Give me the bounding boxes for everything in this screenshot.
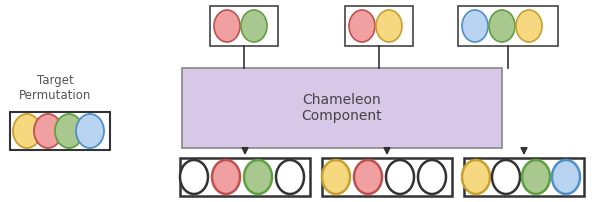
- Bar: [458, 6, 558, 46]
- Bar: [10, 112, 110, 150]
- Ellipse shape: [34, 114, 62, 148]
- Ellipse shape: [322, 160, 350, 194]
- Bar: [182, 68, 502, 148]
- Ellipse shape: [516, 10, 542, 42]
- Ellipse shape: [376, 10, 402, 42]
- Ellipse shape: [552, 160, 580, 194]
- Ellipse shape: [13, 114, 41, 148]
- Ellipse shape: [386, 160, 414, 194]
- Ellipse shape: [76, 114, 104, 148]
- Ellipse shape: [349, 10, 375, 42]
- Text: Target
Permutation: Target Permutation: [19, 74, 91, 102]
- Ellipse shape: [241, 10, 267, 42]
- Bar: [210, 6, 278, 46]
- Ellipse shape: [418, 160, 446, 194]
- Ellipse shape: [522, 160, 550, 194]
- Bar: [322, 158, 452, 196]
- Ellipse shape: [55, 114, 83, 148]
- Ellipse shape: [492, 160, 520, 194]
- Ellipse shape: [244, 160, 272, 194]
- Ellipse shape: [214, 10, 240, 42]
- Ellipse shape: [276, 160, 304, 194]
- Bar: [464, 158, 584, 196]
- Bar: [180, 158, 310, 196]
- Text: Chameleon
Component: Chameleon Component: [302, 93, 382, 123]
- Ellipse shape: [354, 160, 382, 194]
- Ellipse shape: [462, 160, 490, 194]
- Ellipse shape: [212, 160, 240, 194]
- Ellipse shape: [180, 160, 208, 194]
- Ellipse shape: [489, 10, 515, 42]
- Ellipse shape: [462, 10, 488, 42]
- Bar: [345, 6, 413, 46]
